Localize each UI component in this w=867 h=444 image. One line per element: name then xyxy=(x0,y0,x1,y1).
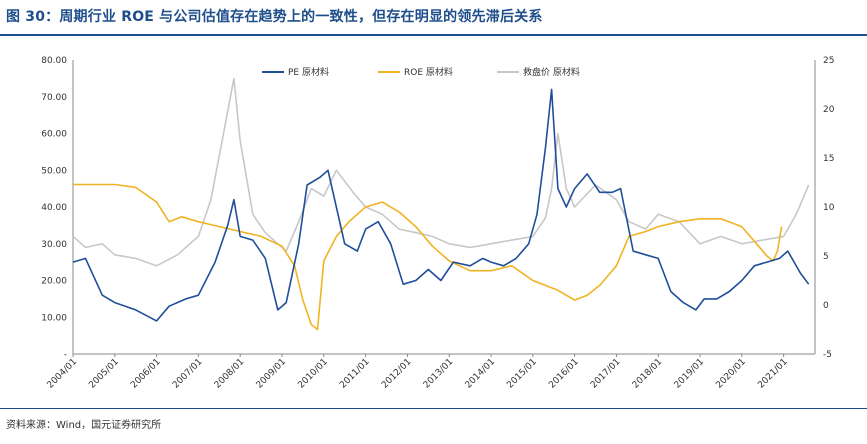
x-tick-label: 2016/01 xyxy=(547,357,581,391)
left-tick-label: 70.00 xyxy=(41,93,67,103)
x-tick-label: 2014/01 xyxy=(464,357,498,391)
figure-title: 图 30：周期行业 ROE 与公司估值存在趋势上的一致性，但存在明显的领先滞后关… xyxy=(6,9,543,25)
source-note: 资料来源：Wind，国元证券研究所 xyxy=(6,420,162,431)
left-tick-label: 50.00 xyxy=(41,166,67,176)
right-tick-label: -5 xyxy=(823,350,832,360)
left-tick-label: 80.00 xyxy=(41,56,67,66)
right-tick-label: 25 xyxy=(823,56,834,66)
x-axis-ticks: 2004/01 2005/01 2006/01 2007/01 2008/01 2009/… xyxy=(46,354,790,391)
x-tick-label: 2018/01 xyxy=(631,357,665,391)
legend: PE 原材料 ROE 原材料 救盘价 原材料 xyxy=(262,66,580,78)
left-tick-label: 30.00 xyxy=(41,240,67,250)
x-tick-label: 2011/01 xyxy=(338,357,372,391)
right-tick-label: 0 xyxy=(823,301,829,311)
axis-frame xyxy=(72,60,816,355)
roe-line xyxy=(73,183,783,331)
left-axis-ticks: 80.00 70.00 60.00 50.00 40.00 30.00 20.00 10.00… xyxy=(41,56,67,360)
right-tick-label: 20 xyxy=(823,105,835,115)
x-tick-label: 2020/01 xyxy=(714,357,748,391)
x-tick-label: 2009/01 xyxy=(255,357,289,391)
x-tick-label: 2004/01 xyxy=(46,357,80,391)
x-tick-label: 2005/01 xyxy=(87,357,121,391)
left-tick-label: 60.00 xyxy=(41,130,67,140)
x-tick-label: 2012/01 xyxy=(380,357,414,391)
x-tick-label: 2021/01 xyxy=(756,357,790,391)
x-tick-label: 2017/01 xyxy=(589,357,623,391)
left-tick-label: 40.00 xyxy=(41,203,67,213)
x-tick-label: 2010/01 xyxy=(296,357,330,391)
x-tick-label: 2015/01 xyxy=(505,357,539,391)
legend-label: PE 原材料 xyxy=(288,66,329,78)
pe-line xyxy=(72,88,810,322)
right-tick-label: 10 xyxy=(823,203,835,213)
legend-label: 救盘价 原材料 xyxy=(523,66,580,78)
x-tick-label: 2008/01 xyxy=(213,357,247,391)
left-tick-label: 20.00 xyxy=(41,277,67,287)
right-tick-label: 15 xyxy=(823,154,834,164)
title-rule xyxy=(0,34,867,36)
left-tick-label: 10.00 xyxy=(41,313,67,323)
x-tick-label: 2019/01 xyxy=(673,357,707,391)
right-axis-ticks: 25 20 15 10 5 0 -5 xyxy=(823,56,835,360)
pb-line xyxy=(72,77,810,267)
x-tick-label: 2013/01 xyxy=(422,357,456,391)
source-rule xyxy=(0,408,867,409)
x-tick-label: 2007/01 xyxy=(171,357,205,391)
x-tick-label: 2006/01 xyxy=(129,357,163,391)
left-tick-label: - xyxy=(64,350,67,360)
right-tick-label: 5 xyxy=(823,252,829,262)
series-lines xyxy=(72,77,810,331)
legend-label: ROE 原材料 xyxy=(404,66,453,78)
